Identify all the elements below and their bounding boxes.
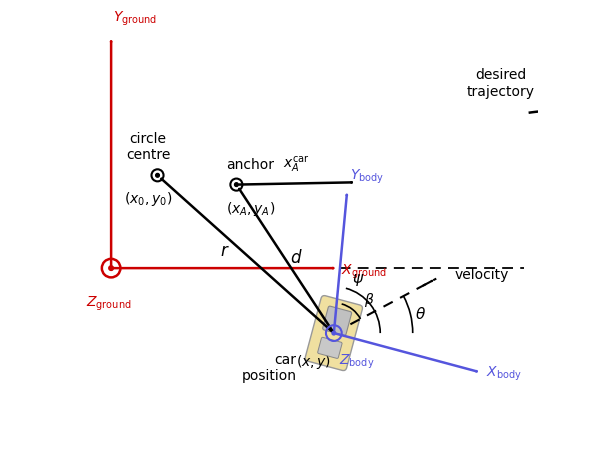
Text: $X_\mathrm{body}$: $X_\mathrm{body}$ xyxy=(487,364,522,382)
Text: $\theta$: $\theta$ xyxy=(415,306,426,322)
Text: $X_\mathrm{ground}$: $X_\mathrm{ground}$ xyxy=(341,262,387,280)
Text: $d$: $d$ xyxy=(291,248,303,266)
Text: $Z_\mathrm{ground}$: $Z_\mathrm{ground}$ xyxy=(86,294,132,312)
Text: $\beta$: $\beta$ xyxy=(364,290,375,308)
FancyBboxPatch shape xyxy=(305,296,362,371)
Text: $Y_\mathrm{body}$: $Y_\mathrm{body}$ xyxy=(349,167,384,186)
Circle shape xyxy=(155,174,159,178)
Text: $r$: $r$ xyxy=(220,241,230,259)
Text: desired
trajectory: desired trajectory xyxy=(467,68,535,99)
Circle shape xyxy=(332,332,336,335)
Text: velocity: velocity xyxy=(455,268,509,282)
Text: circle
centre: circle centre xyxy=(126,132,170,162)
Circle shape xyxy=(234,183,238,187)
Text: $(x_A, y_A)$: $(x_A, y_A)$ xyxy=(226,199,275,217)
Text: $(x, y)$: $(x, y)$ xyxy=(296,352,332,370)
Text: $(x_0, y_0)$: $(x_0, y_0)$ xyxy=(124,190,173,208)
FancyBboxPatch shape xyxy=(318,338,342,359)
Text: anchor: anchor xyxy=(226,157,274,171)
Text: car
position: car position xyxy=(242,352,297,382)
Text: $\psi$: $\psi$ xyxy=(353,271,365,287)
Text: $Z_\mathrm{body}$: $Z_\mathrm{body}$ xyxy=(340,352,375,370)
Text: $x_A^\mathrm{car}$: $x_A^\mathrm{car}$ xyxy=(283,154,310,174)
Circle shape xyxy=(109,266,113,271)
Text: $Y_\mathrm{ground}$: $Y_\mathrm{ground}$ xyxy=(113,10,158,28)
FancyBboxPatch shape xyxy=(323,307,352,336)
